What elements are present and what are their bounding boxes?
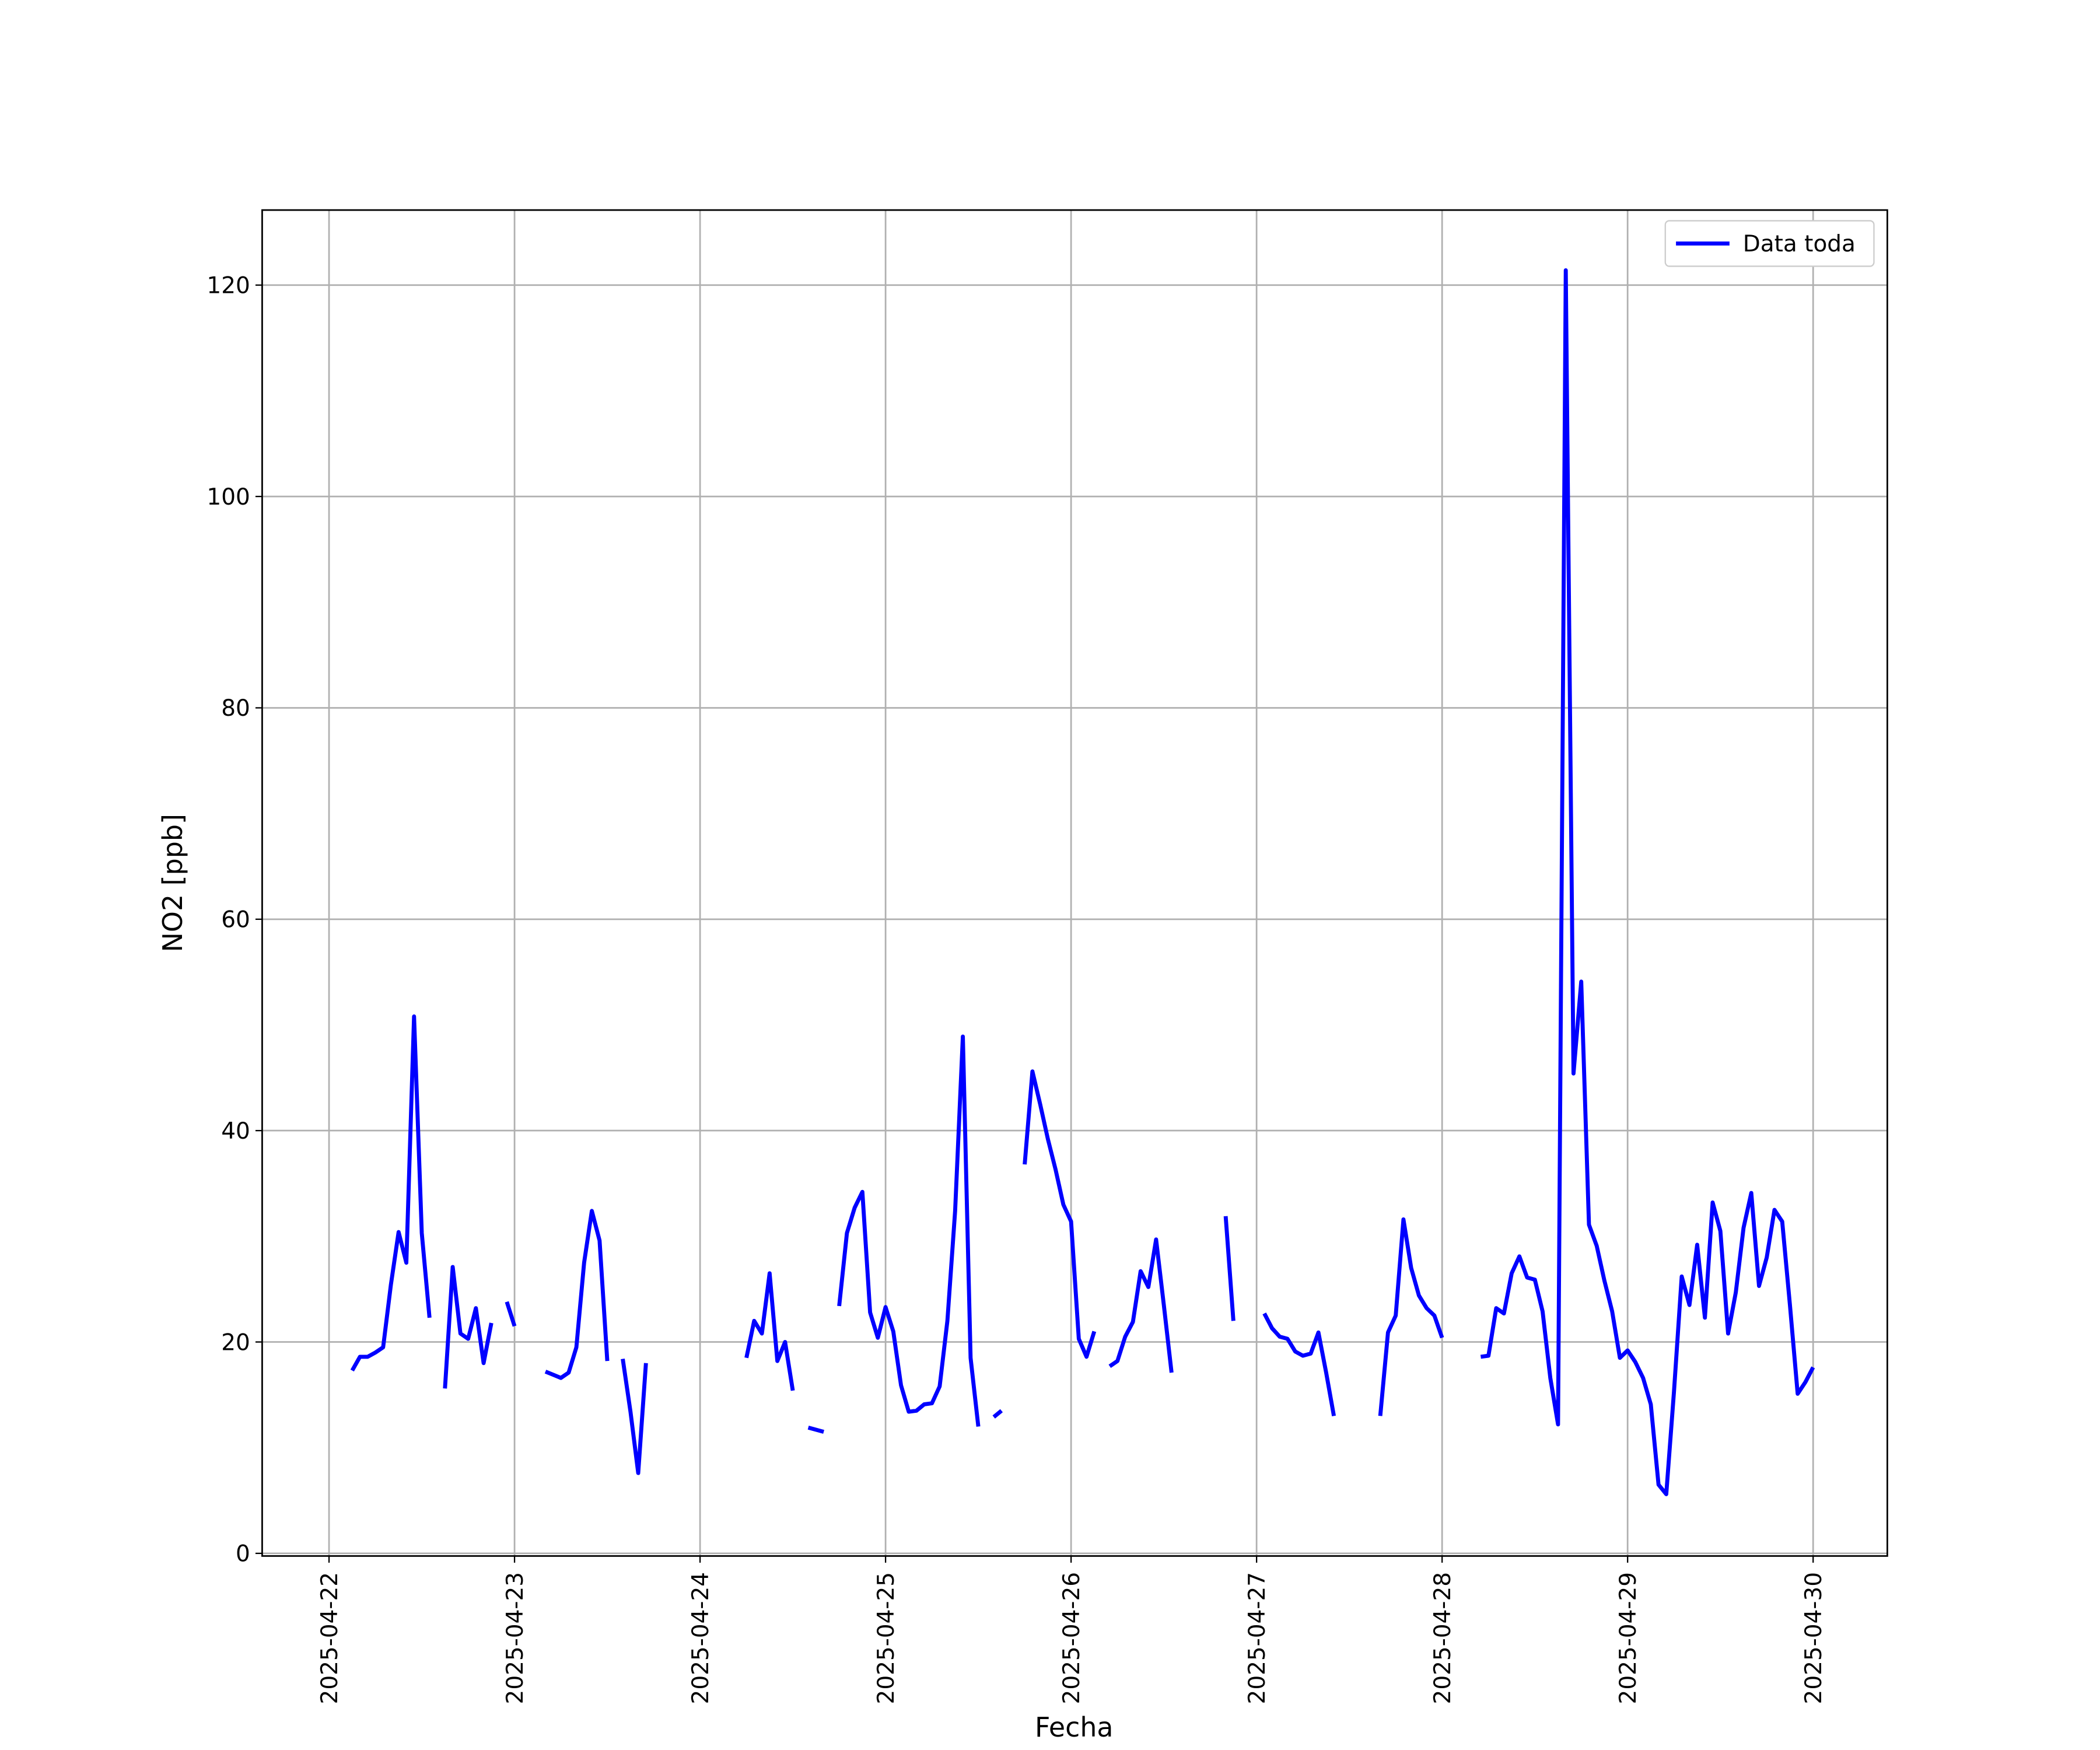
legend-label: Data toda: [1743, 231, 1856, 257]
y-tick-label: 40: [221, 1118, 250, 1144]
x-tick-label: 2025-04-26: [1059, 1572, 1085, 1704]
x-tick-label: 2025-04-24: [688, 1572, 714, 1704]
plot-frame: [261, 209, 1888, 1557]
x-tick-label: 2025-04-22: [317, 1572, 343, 1704]
x-axis-label: Fecha: [1035, 1712, 1113, 1743]
x-tick-label: 2025-04-28: [1430, 1572, 1456, 1704]
y-tick-label: 0: [236, 1541, 250, 1567]
y-axis-label: NO2 [ppb]: [157, 814, 188, 952]
legend-box: [1664, 220, 1875, 267]
x-tick-label: 2025-04-27: [1244, 1572, 1270, 1704]
y-tick-label: 100: [206, 484, 250, 510]
y-tick-label: 20: [221, 1329, 250, 1356]
data-line: [350, 268, 1815, 1496]
x-tick-label: 2025-04-30: [1801, 1572, 1827, 1704]
x-tick-label: 2025-04-23: [502, 1572, 528, 1704]
x-tick-label: 2025-04-25: [873, 1572, 900, 1704]
x-tick-label: 2025-04-29: [1615, 1572, 1642, 1704]
y-tick-label: 80: [221, 695, 250, 722]
y-tick-label: 60: [221, 907, 250, 933]
y-tick-label: 120: [206, 272, 250, 299]
